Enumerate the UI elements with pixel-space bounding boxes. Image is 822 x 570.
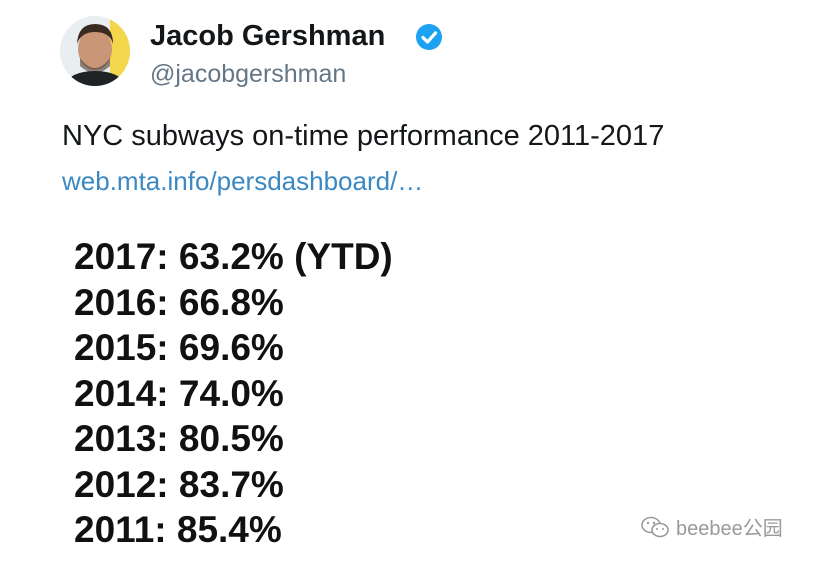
author-handle[interactable]: @jacobgershman (150, 60, 347, 88)
watermark: beebee公园 (640, 512, 783, 541)
stat-line: 2017: 63.2% (YTD) (74, 236, 393, 277)
wechat-icon (641, 516, 669, 537)
stat-line: 2012: 83.7% (74, 463, 284, 505)
tweet-text: NYC subways on-time performance 2011-201… (62, 120, 665, 152)
watermark-text: beebee公园 (676, 518, 783, 540)
stats-list: 2017: 63.2% (YTD) 2016: 66.8% 2015: 69.6% 2… (74, 234, 393, 553)
stat-line: 2015: 69.6% (74, 327, 284, 368)
author-name[interactable]: Jacob Gershman (150, 20, 386, 52)
stat-line: 2014: 74.0% (74, 372, 284, 414)
tweet-link[interactable]: web.mta.info/persdashboard/… (62, 166, 424, 196)
stat-line: 2011: 85.4% (74, 509, 282, 550)
avatar[interactable] (60, 16, 130, 86)
stat-line: 2016: 66.8% (74, 281, 284, 323)
stat-line: 2013: 80.5% (74, 418, 284, 459)
verified-badge (416, 24, 442, 50)
